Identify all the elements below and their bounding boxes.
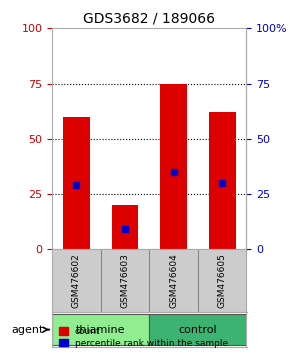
FancyBboxPatch shape [52,314,149,345]
Title: GDS3682 / 189066: GDS3682 / 189066 [83,12,215,26]
Bar [209,112,235,249]
Bar [160,84,187,249]
Text: control: control [179,325,217,335]
Text: agent: agent [11,325,49,335]
Legend: count, percentile rank within the sample: count, percentile rank within the sample [57,325,230,349]
Text: GSM476603: GSM476603 [121,253,130,308]
FancyBboxPatch shape [149,314,246,345]
Text: GSM476604: GSM476604 [169,253,178,308]
Bar [63,117,90,249]
Text: GSM476602: GSM476602 [72,253,81,308]
Bar [112,205,138,249]
Text: GSM476605: GSM476605 [218,253,227,308]
Text: thiamine: thiamine [76,325,126,335]
